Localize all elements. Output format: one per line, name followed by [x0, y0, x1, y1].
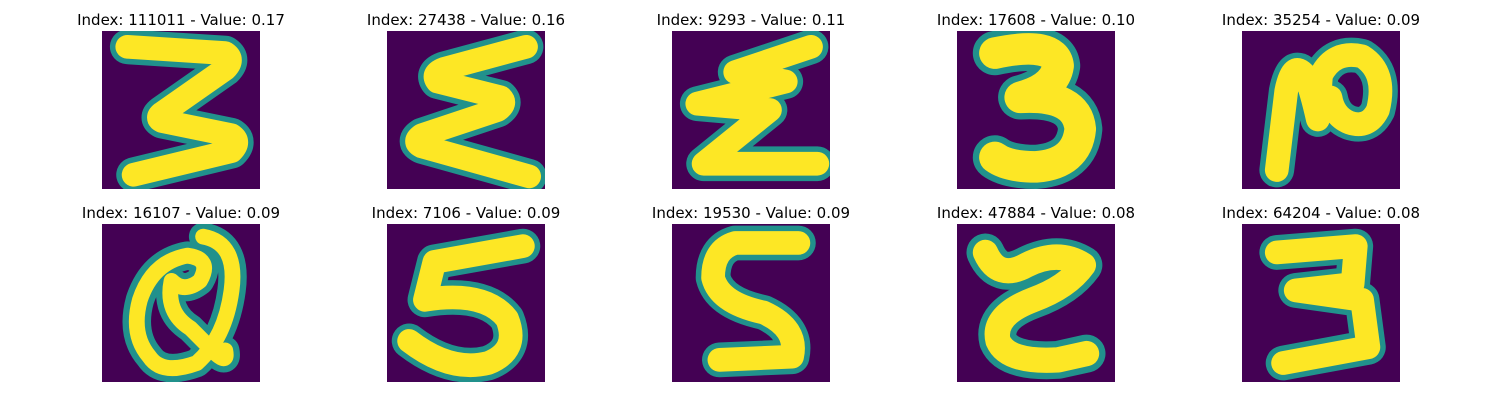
digit-image	[1242, 31, 1400, 189]
cell-title: Index: 7106 - Value: 0.09	[336, 203, 596, 223]
grid-cell: Index: 47884 - Value: 0.08	[906, 203, 1166, 383]
cell-title: Index: 17608 - Value: 0.10	[906, 10, 1166, 30]
grid-cell: Index: 27438 - Value: 0.16	[336, 10, 596, 190]
cell-title: Index: 111011 - Value: 0.17	[51, 10, 311, 30]
grid-cell: Index: 111011 - Value: 0.17	[51, 10, 311, 190]
cell-title: Index: 27438 - Value: 0.16	[336, 10, 596, 30]
cell-title: Index: 64204 - Value: 0.08	[1191, 203, 1451, 223]
grid-cell: Index: 19530 - Value: 0.09	[621, 203, 881, 383]
cell-title: Index: 47884 - Value: 0.08	[906, 203, 1166, 223]
digit-image	[957, 31, 1115, 189]
grid-cell: Index: 35254 - Value: 0.09	[1191, 10, 1451, 190]
digit-image	[672, 31, 830, 189]
cell-title: Index: 16107 - Value: 0.09	[51, 203, 311, 223]
digit-image	[102, 31, 260, 189]
digit-image	[957, 224, 1115, 382]
digit-image	[387, 224, 545, 382]
grid-cell: Index: 7106 - Value: 0.09	[336, 203, 596, 383]
grid-cell: Index: 17608 - Value: 0.10	[906, 10, 1166, 190]
grid-cell: Index: 64204 - Value: 0.08	[1191, 203, 1451, 383]
digit-image	[387, 31, 545, 189]
digit-image	[1242, 224, 1400, 382]
grid-cell: Index: 9293 - Value: 0.11	[621, 10, 881, 190]
digit-image	[102, 224, 260, 382]
cell-title: Index: 19530 - Value: 0.09	[621, 203, 881, 223]
cell-title: Index: 9293 - Value: 0.11	[621, 10, 881, 30]
digit-image	[672, 224, 830, 382]
cell-title: Index: 35254 - Value: 0.09	[1191, 10, 1451, 30]
grid-cell: Index: 16107 - Value: 0.09	[51, 203, 311, 383]
